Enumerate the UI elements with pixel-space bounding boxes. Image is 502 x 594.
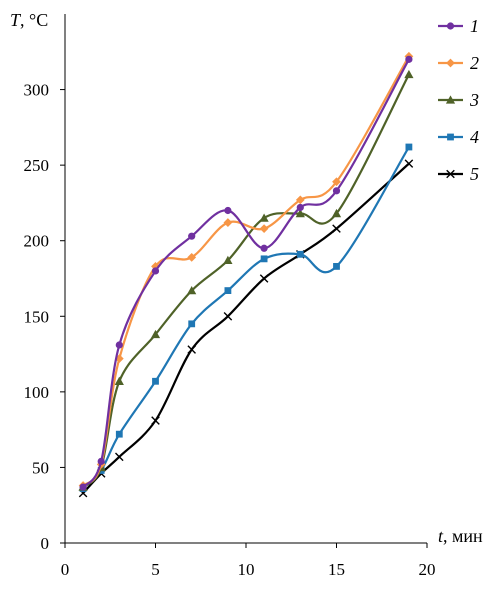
y-tick-label: 0 <box>41 534 50 553</box>
series-1 <box>79 55 413 491</box>
data-point <box>79 483 87 491</box>
data-point <box>296 250 304 258</box>
x-tick-label: 5 <box>151 560 160 579</box>
legend-marker <box>446 58 455 68</box>
data-point <box>152 377 159 385</box>
data-point <box>151 267 160 275</box>
data-point <box>223 218 233 227</box>
series-line <box>82 58 410 489</box>
data-point <box>332 224 341 233</box>
series-2 <box>78 51 414 490</box>
data-point <box>259 213 269 222</box>
y-axis-label-unit: , °C <box>20 10 48 30</box>
data-point <box>150 329 161 339</box>
legend-item: 1 <box>438 16 479 36</box>
data-point <box>151 416 160 425</box>
legend-item: 4 <box>438 127 479 147</box>
legend-marker <box>446 169 455 179</box>
data-point <box>260 255 268 263</box>
axes <box>64 14 427 544</box>
legend-item: 3 <box>438 90 479 110</box>
x-tick-label: 20 <box>419 560 436 579</box>
x-ticks: 0 5 10 15 20 <box>61 543 436 579</box>
legend-label: 3 <box>469 90 479 110</box>
data-point <box>295 208 305 218</box>
data-point <box>405 55 413 63</box>
series-line <box>82 73 410 489</box>
legend-marker <box>446 22 455 30</box>
y-tick-label: 300 <box>24 81 50 100</box>
y-ticks: 0 50 100 150 200 250 300 <box>24 81 65 553</box>
y-tick-label: 150 <box>24 307 50 326</box>
series-group <box>78 51 414 498</box>
data-point <box>295 195 305 205</box>
legend-label: 4 <box>470 127 479 147</box>
data-point <box>331 208 342 218</box>
data-point <box>97 457 105 465</box>
series-line <box>82 145 410 490</box>
data-point <box>332 187 341 195</box>
data-point <box>188 320 196 328</box>
legend-label: 2 <box>470 53 479 73</box>
series-line <box>82 55 410 487</box>
data-point <box>404 159 414 168</box>
data-point <box>187 252 197 262</box>
y-tick-label: 50 <box>32 458 49 477</box>
y-tick-label: 200 <box>24 232 50 251</box>
y-tick-label: 100 <box>24 383 50 402</box>
data-point <box>224 287 232 294</box>
data-point <box>115 430 123 438</box>
x-tick-label: 0 <box>61 560 70 579</box>
legend-item: 5 <box>438 164 479 184</box>
data-point <box>260 244 268 252</box>
data-point <box>296 203 304 212</box>
series-line <box>82 162 410 495</box>
legend-label: 1 <box>470 16 479 36</box>
y-axis-label-var: T <box>10 10 22 30</box>
data-point <box>223 311 233 321</box>
data-point <box>333 263 340 270</box>
legend-marker <box>447 133 454 141</box>
x-tick-label: 15 <box>328 560 345 579</box>
legend-marker <box>445 95 456 104</box>
legend-item: 2 <box>438 53 479 73</box>
data-point <box>332 177 341 187</box>
data-point <box>259 274 269 283</box>
data-point <box>187 345 196 354</box>
y-axis-label: T, °C <box>10 10 48 30</box>
x-axis-label-unit: , мин <box>443 526 483 546</box>
data-point <box>114 376 124 385</box>
y-tick-label: 250 <box>24 156 50 175</box>
x-axis-label: t, мин <box>438 526 483 546</box>
data-point <box>224 206 232 215</box>
series-3 <box>78 69 414 491</box>
data-point <box>405 143 413 151</box>
data-point <box>151 262 160 271</box>
data-point <box>223 255 233 265</box>
data-point <box>115 341 123 349</box>
x-axis-label-var: t <box>438 526 444 546</box>
legend-label: 5 <box>470 164 479 184</box>
data-point <box>404 69 414 79</box>
data-point <box>187 285 197 295</box>
x-tick-label: 10 <box>238 560 255 579</box>
legend: 1 2 3 4 5 <box>438 16 479 184</box>
data-point <box>188 232 196 240</box>
data-point <box>259 224 269 234</box>
data-point <box>115 452 124 462</box>
data-point <box>114 354 124 364</box>
